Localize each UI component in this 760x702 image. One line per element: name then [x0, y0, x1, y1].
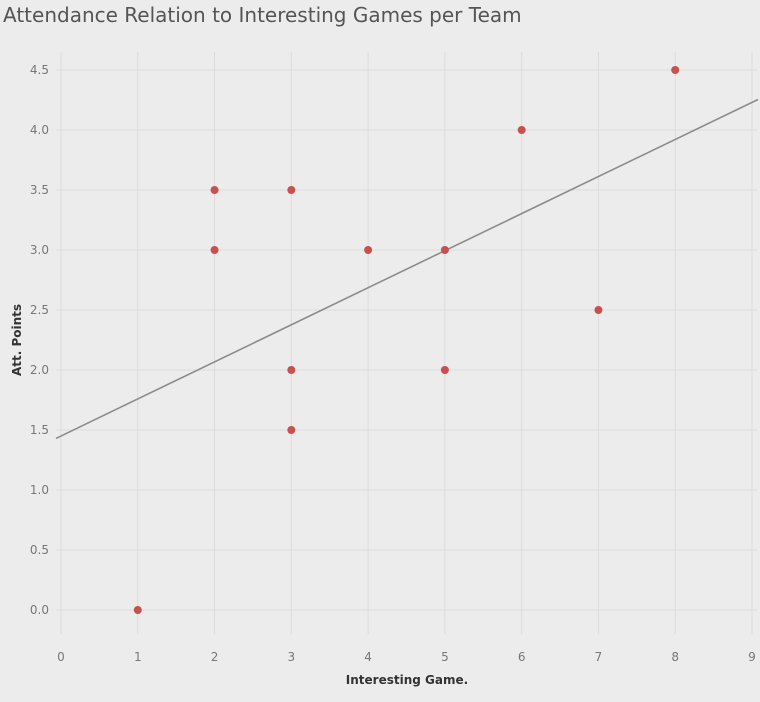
x-tick-label: 1: [134, 650, 142, 664]
y-tick-label: 1.5: [30, 423, 49, 437]
data-point: [210, 186, 219, 194]
x-axis-label: Interesting Game.: [346, 673, 468, 687]
data-point: [517, 126, 526, 134]
data-point: [440, 246, 449, 254]
x-tick-label: 9: [748, 650, 756, 664]
data-point: [440, 366, 449, 374]
data-point: [210, 246, 219, 254]
data-point: [364, 246, 373, 254]
y-tick-label: 3.5: [30, 183, 49, 197]
y-tick-label: 4.5: [30, 63, 49, 77]
y-tick-label: 2.5: [30, 303, 49, 317]
x-tick-label: 8: [671, 650, 679, 664]
x-tick-label: 5: [441, 650, 449, 664]
x-tick-label: 3: [288, 650, 296, 664]
y-axis-label: Att. Points: [10, 304, 24, 376]
data-point: [133, 606, 142, 614]
data-point: [287, 366, 296, 374]
y-tick-label: 4.0: [30, 123, 49, 137]
data-point: [671, 66, 680, 74]
y-tick-label: 1.0: [30, 483, 49, 497]
y-tick-label: 0.5: [30, 543, 49, 557]
x-tick-label: 0: [57, 650, 65, 664]
data-point: [287, 426, 296, 434]
y-tick-label: 2.0: [30, 363, 49, 377]
x-tick-label: 2: [211, 650, 219, 664]
chart-title: Attendance Relation to Interesting Games…: [3, 3, 522, 27]
x-tick-label: 4: [364, 650, 372, 664]
y-tick-label: 0.0: [30, 603, 49, 617]
x-tick-label: 6: [518, 650, 526, 664]
y-tick-label: 3.0: [30, 243, 49, 257]
trend-line: [55, 98, 759, 440]
x-tick-label: 7: [595, 650, 603, 664]
data-point: [287, 186, 296, 194]
data-point: [594, 306, 603, 314]
